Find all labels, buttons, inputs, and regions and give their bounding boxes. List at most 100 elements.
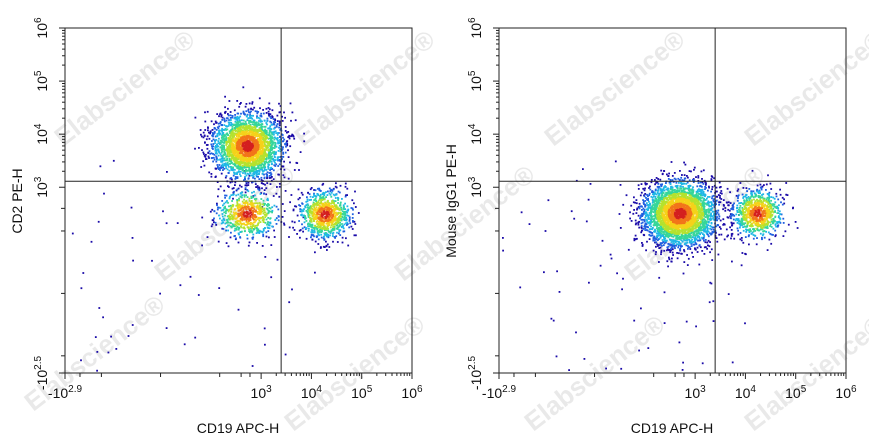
event-dot — [266, 176, 269, 179]
event-dot — [733, 202, 735, 205]
event-dot — [257, 228, 260, 231]
event-dot — [652, 191, 655, 194]
event-dot — [686, 254, 688, 256]
event-dot — [708, 245, 711, 248]
event-dot — [308, 193, 311, 195]
event-dot — [237, 167, 239, 170]
event-dot — [259, 107, 261, 110]
event-dot — [247, 108, 250, 111]
event-dot — [202, 160, 205, 163]
event-dot — [298, 197, 301, 199]
event-dot — [688, 179, 691, 182]
event-dot — [227, 210, 230, 213]
event-dot — [298, 204, 300, 206]
density-dots — [502, 160, 799, 371]
event-dot — [241, 133, 243, 135]
event-dot — [232, 148, 235, 151]
event-dot — [311, 212, 314, 214]
event-dot — [268, 102, 271, 105]
event-dot — [693, 243, 696, 246]
event-dot — [712, 199, 715, 202]
event-dot — [257, 186, 259, 189]
event-dot — [690, 245, 693, 247]
event-dot — [251, 365, 254, 367]
event-dot — [644, 204, 647, 207]
event-dot — [210, 120, 213, 123]
event-dot — [214, 147, 217, 150]
event-dot — [311, 207, 313, 210]
event-dot — [772, 234, 774, 236]
event-dot — [736, 227, 739, 230]
event-dot — [550, 317, 553, 320]
event-dot — [320, 233, 323, 236]
event-dot — [226, 219, 229, 222]
event-dot — [271, 211, 273, 214]
event-dot — [317, 229, 320, 232]
event-dot — [275, 163, 278, 166]
event-dot — [342, 230, 345, 233]
event-dot — [299, 229, 302, 231]
event-dot — [279, 136, 281, 138]
event-dot — [332, 206, 335, 209]
event-dot — [254, 133, 257, 136]
event-dot — [262, 220, 265, 223]
event-dot — [741, 193, 744, 196]
event-dot — [312, 214, 314, 217]
event-dot — [216, 146, 218, 148]
event-dot — [238, 119, 241, 122]
event-dot — [330, 209, 333, 212]
event-dot — [224, 134, 227, 137]
event-dot — [226, 168, 229, 171]
event-dot — [238, 197, 240, 200]
event-dot — [643, 219, 646, 221]
event-dot — [273, 204, 276, 207]
watermark-text: Elabscience® — [18, 289, 170, 417]
event-dot — [245, 132, 247, 134]
event-dot — [276, 158, 279, 161]
event-dot — [254, 142, 257, 145]
event-dot — [165, 222, 168, 225]
event-dot — [646, 193, 648, 196]
event-dot — [262, 202, 265, 205]
event-dot — [730, 215, 732, 217]
event-dot — [237, 205, 239, 208]
event-dot — [312, 219, 315, 222]
event-dot — [345, 222, 347, 225]
event-dot — [716, 211, 719, 214]
event-dot — [679, 170, 681, 172]
event-dot — [237, 228, 240, 231]
event-dot — [220, 114, 223, 116]
event-dot — [311, 205, 313, 208]
event-dot — [307, 225, 309, 227]
event-dot — [305, 220, 308, 222]
event-dot — [355, 234, 357, 237]
event-dot — [657, 178, 660, 180]
event-dot — [687, 245, 689, 247]
event-dot — [300, 210, 303, 213]
event-dot — [94, 336, 97, 338]
event-dot — [629, 217, 631, 220]
event-dot — [587, 198, 590, 201]
event-dot — [683, 261, 686, 263]
event-dot — [308, 199, 311, 201]
event-dot — [267, 203, 269, 205]
event-dot — [755, 243, 758, 246]
event-dot — [320, 199, 322, 201]
event-dot — [249, 114, 251, 116]
event-dot — [213, 217, 215, 220]
event-dot — [262, 183, 265, 185]
event-dot — [316, 230, 319, 233]
event-dot — [702, 169, 705, 172]
event-dot — [711, 197, 713, 200]
event-dot — [209, 131, 212, 133]
event-dot — [245, 184, 248, 187]
event-dot — [294, 119, 297, 122]
event-dot — [219, 169, 221, 171]
event-dot — [502, 237, 504, 239]
event-dot — [230, 208, 233, 211]
event-dot — [257, 229, 259, 232]
event-dot — [767, 174, 769, 177]
event-dot — [659, 178, 662, 181]
event-dot — [231, 116, 234, 119]
event-dot — [650, 179, 653, 181]
